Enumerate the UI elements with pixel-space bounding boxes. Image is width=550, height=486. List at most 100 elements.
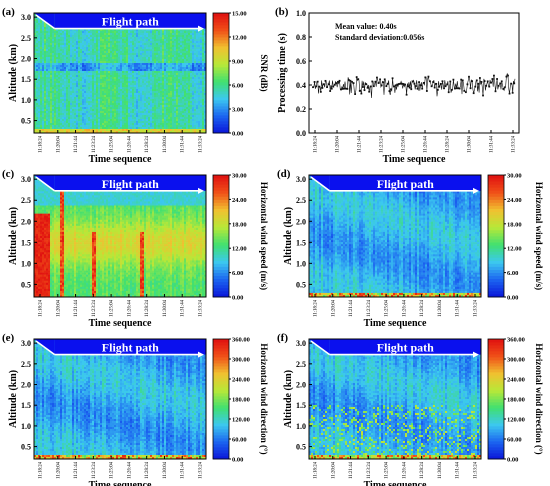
- colorbar-segment: [213, 390, 229, 393]
- x-tick-label: 11:25:04: [110, 461, 115, 478]
- colorbar-tick-label: 12.00: [232, 246, 247, 253]
- y-tick-label: 2.5: [21, 360, 31, 369]
- colorbar-label: Horizontal wind direction (°): [534, 343, 544, 454]
- colorbar-segment: [213, 450, 229, 453]
- x-tick-label: 11:30:04: [468, 135, 473, 152]
- colorbar-segment: [488, 399, 504, 402]
- colorbar-segment: [213, 121, 229, 124]
- x-tick-label: 11:28:24: [420, 299, 425, 316]
- x-tick-label: 11:31:44: [456, 299, 461, 316]
- x-tick-label: 11:31:44: [181, 461, 186, 478]
- colorbar-segment: [213, 453, 229, 456]
- colorbar-segment: [213, 61, 229, 64]
- colorbar-tick-label: 24.00: [507, 197, 522, 204]
- colorbar-segment: [488, 257, 504, 260]
- colorbar-segment: [213, 263, 229, 266]
- x-tick-label: 11:21:44: [74, 135, 79, 152]
- colorbar-segment: [213, 254, 229, 257]
- y-tick-label: 3.0: [296, 175, 306, 184]
- colorbar-segment: [213, 414, 229, 417]
- colorbar-segment: [488, 354, 504, 357]
- colorbar-segment: [213, 100, 229, 103]
- x-tick-label: 11:25:04: [110, 299, 115, 316]
- y-tick-label: 1.0: [21, 422, 31, 431]
- panel-label: (e): [2, 332, 15, 344]
- colorbar-segment: [213, 190, 229, 193]
- colorbar-tick-label: 18.00: [507, 221, 522, 228]
- colorbar-segment: [488, 429, 504, 432]
- colorbar-segment: [213, 429, 229, 432]
- colorbar-segment: [488, 366, 504, 369]
- colorbar-segment: [213, 384, 229, 387]
- colorbar-segment: [213, 257, 229, 260]
- x-tick-label: 11:18:24: [39, 461, 44, 478]
- x-tick-label: 11:26:44: [127, 299, 132, 316]
- y-tick-label: 3.0: [21, 339, 31, 348]
- colorbar-tick-label: 3.00: [232, 107, 243, 114]
- y-axis-label: Altitude (km): [8, 44, 19, 102]
- x-tick-label: 11:33:24: [474, 299, 479, 316]
- colorbar-tick-label: 360.00: [507, 337, 525, 344]
- colorbar-tick-label: 12.00: [507, 246, 522, 253]
- colorbar-segment: [213, 339, 229, 342]
- y-tick-label: 0.5: [21, 117, 31, 126]
- y-axis-label: Altitude (km): [283, 207, 294, 265]
- colorbar-segment: [488, 245, 504, 248]
- x-tick-label: 11:33:24: [474, 461, 479, 478]
- colorbar-tick-label: 12.00: [232, 35, 247, 42]
- colorbar-segment: [488, 242, 504, 245]
- x-tick-label: 11:31:44: [490, 135, 495, 152]
- colorbar-segment: [213, 360, 229, 363]
- y-axis-label: Altitude (km): [8, 370, 19, 428]
- y-tick-label: 2.0: [21, 55, 31, 64]
- x-tick-label: 11:23:24: [92, 135, 97, 152]
- colorbar-segment: [213, 25, 229, 28]
- colorbar-segment: [488, 181, 504, 184]
- x-tick-label: 11:31:44: [181, 299, 186, 316]
- colorbar-segment: [213, 118, 229, 121]
- x-tick-label: 11:30:04: [163, 135, 168, 152]
- colorbar-tick-label: 24.00: [232, 197, 247, 204]
- colorbar-segment: [488, 438, 504, 441]
- colorbar-segment: [213, 417, 229, 420]
- colorbar-segment: [213, 411, 229, 414]
- colorbar-segment: [213, 112, 229, 115]
- colorbar-tick-label: 180.00: [232, 397, 250, 404]
- colorbar-segment: [213, 31, 229, 34]
- colorbar-segment: [213, 206, 229, 209]
- colorbar-segment: [213, 37, 229, 40]
- colorbar-segment: [488, 230, 504, 233]
- y-tick-label: 1.0: [296, 259, 306, 268]
- colorbar-segment: [213, 13, 229, 16]
- colorbar-tick-label: 0.00: [232, 295, 243, 302]
- y-tick-label: 3.0: [21, 175, 31, 184]
- colorbar-segment: [213, 351, 229, 354]
- colorbar-segment: [213, 396, 229, 399]
- colorbar-segment: [488, 184, 504, 187]
- colorbar-segment: [213, 58, 229, 61]
- colorbar-label: Horizontal wind direction (°): [259, 343, 269, 454]
- colorbar-label: Horizontal wind speed (m/s): [534, 182, 544, 290]
- colorbar-segment: [488, 351, 504, 354]
- colorbar-segment: [488, 372, 504, 375]
- colorbar-segment: [488, 435, 504, 438]
- colorbar-label: Horizontal wind speed (m/s): [259, 182, 269, 290]
- colorbar-segment: [213, 432, 229, 435]
- colorbar-segment: [488, 206, 504, 209]
- colorbar-label: SNR (dB): [259, 54, 269, 91]
- colorbar-segment: [213, 279, 229, 282]
- colorbar-segment: [488, 193, 504, 196]
- panel-label: (d): [277, 168, 291, 180]
- colorbar-segment: [213, 28, 229, 31]
- colorbar-segment: [213, 224, 229, 227]
- colorbar-segment: [213, 423, 229, 426]
- colorbar-segment: [488, 408, 504, 411]
- colorbar-segment: [213, 187, 229, 190]
- colorbar-segment: [213, 127, 229, 130]
- x-tick-label: 11:31:44: [456, 461, 461, 478]
- colorbar-segment: [488, 348, 504, 351]
- x-tick-label: 11:31:44: [181, 135, 186, 152]
- colorbar-segment: [213, 184, 229, 187]
- colorbar-segment: [213, 399, 229, 402]
